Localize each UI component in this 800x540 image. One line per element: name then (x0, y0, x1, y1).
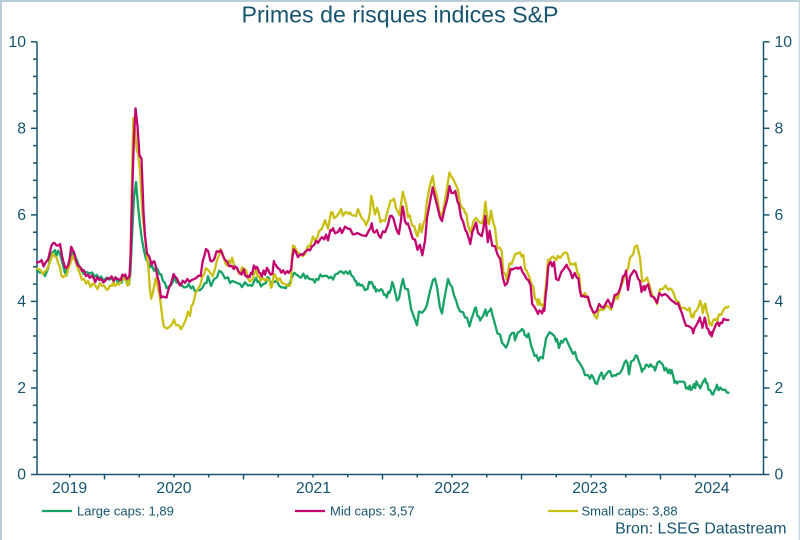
svg-text:6: 6 (17, 207, 26, 224)
svg-text:4: 4 (17, 293, 26, 310)
svg-text:Bron: LSEG Datastream: Bron: LSEG Datastream (615, 521, 786, 538)
svg-text:Primes de risques indices S&P: Primes de risques indices S&P (241, 2, 558, 28)
svg-text:10: 10 (775, 34, 793, 51)
svg-text:Small caps: 3,88: Small caps: 3,88 (582, 504, 678, 519)
svg-text:2020: 2020 (156, 480, 191, 497)
svg-text:2: 2 (775, 380, 784, 397)
svg-text:Mid caps: 3,57: Mid caps: 3,57 (330, 504, 415, 519)
svg-text:4: 4 (775, 293, 784, 310)
svg-text:2023: 2023 (572, 480, 607, 497)
svg-text:2019: 2019 (52, 480, 87, 497)
svg-text:8: 8 (17, 120, 26, 137)
svg-text:2: 2 (17, 380, 26, 397)
svg-text:2022: 2022 (434, 480, 469, 497)
svg-text:Large caps: 1,89: Large caps: 1,89 (77, 504, 174, 519)
svg-text:0: 0 (17, 467, 26, 484)
svg-text:6: 6 (775, 207, 784, 224)
svg-text:0: 0 (775, 467, 784, 484)
svg-text:10: 10 (8, 34, 26, 51)
svg-text:2021: 2021 (296, 480, 331, 497)
svg-text:8: 8 (775, 120, 784, 137)
svg-text:2024: 2024 (694, 480, 729, 497)
